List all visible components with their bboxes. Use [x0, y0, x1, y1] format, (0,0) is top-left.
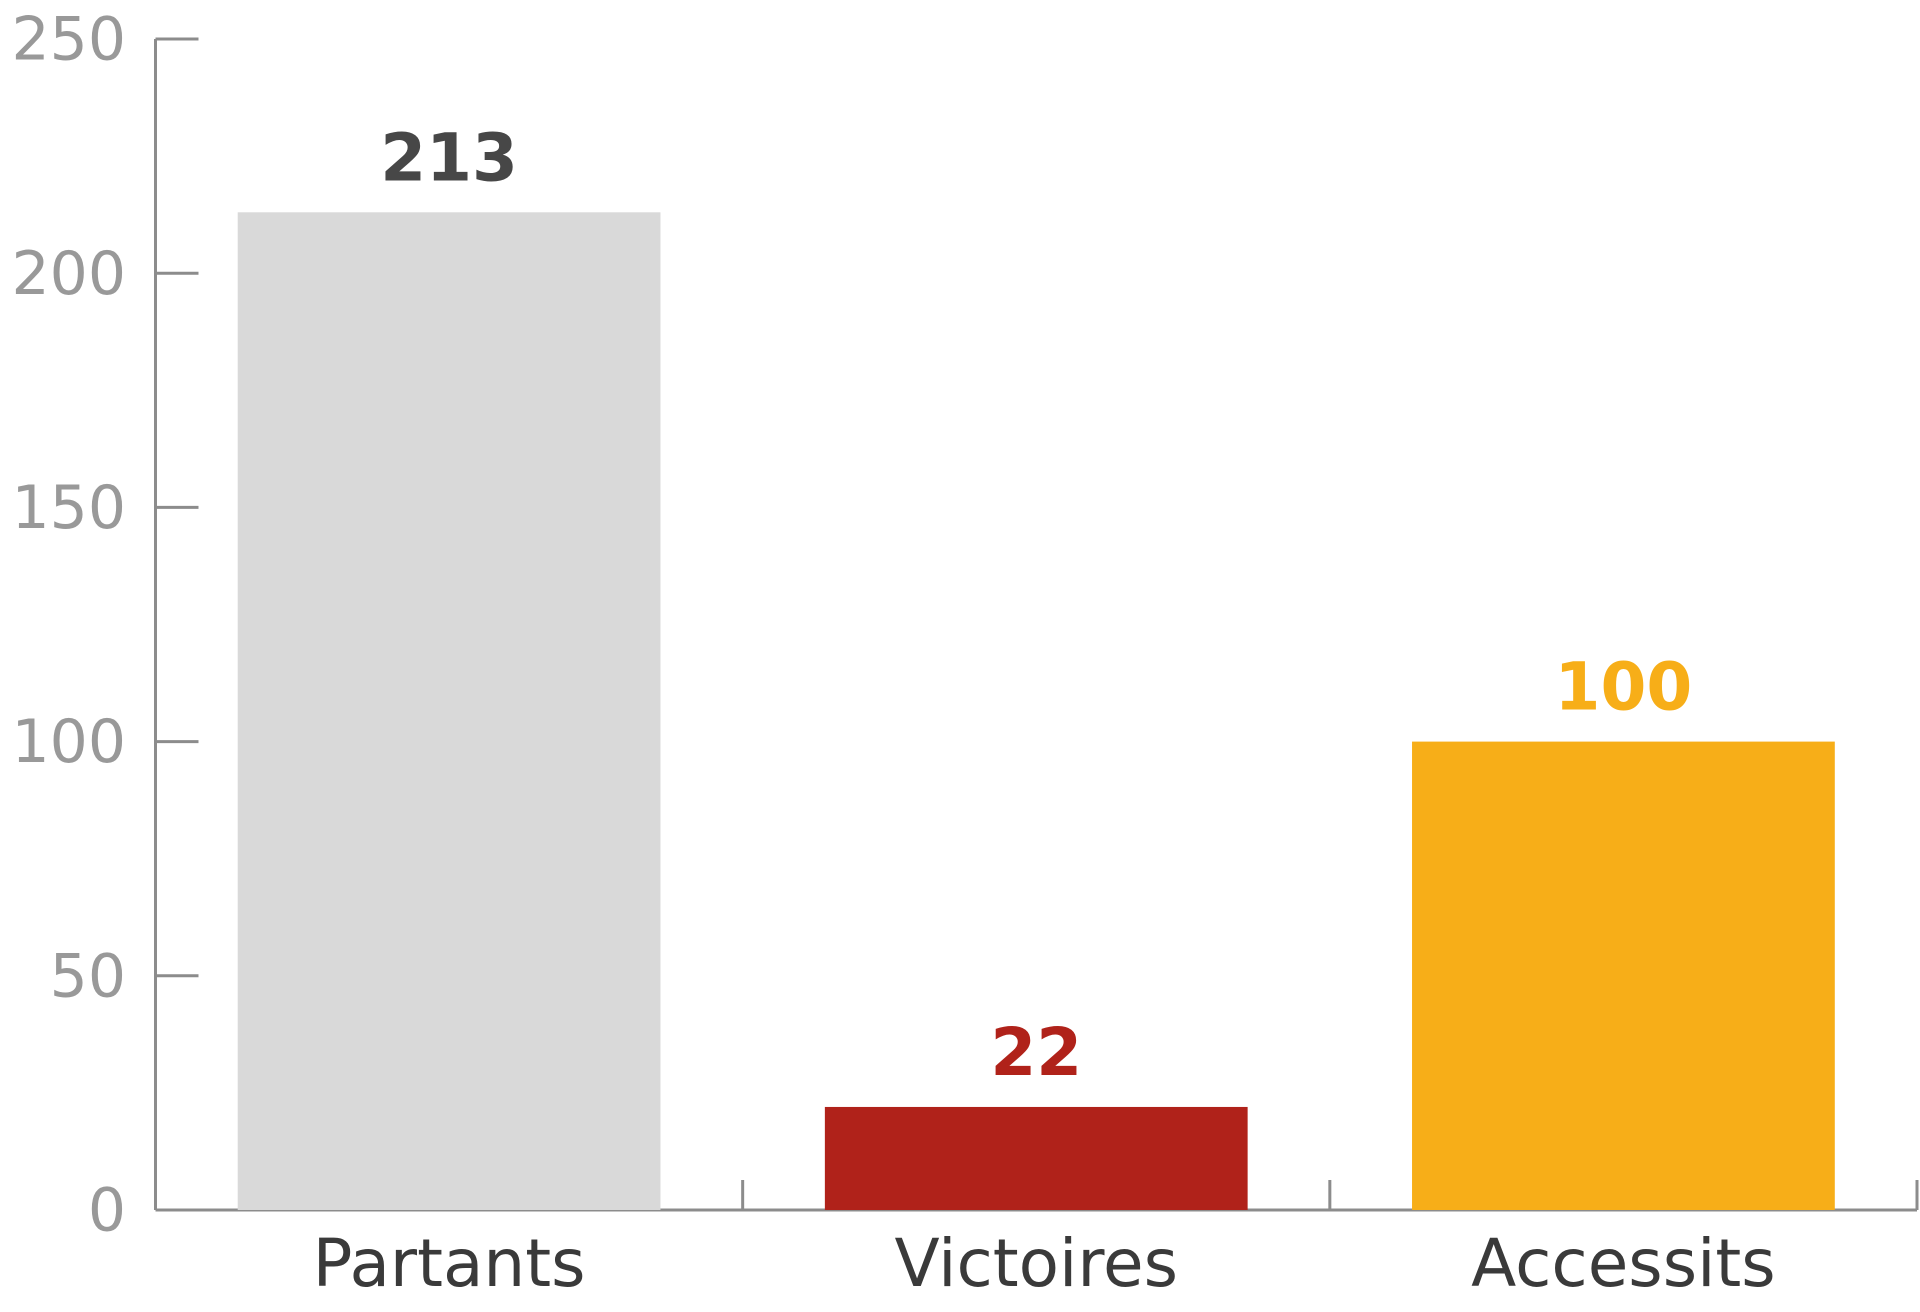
value-label: 100 [1555, 649, 1693, 726]
y-tick-label: 50 [50, 941, 126, 1011]
x-tick-label: Partants [313, 1225, 586, 1302]
y-tick-label: 0 [88, 1176, 126, 1246]
value-label: 22 [990, 1014, 1082, 1091]
y-tick-label: 100 [11, 707, 126, 777]
x-tick-label: Accessits [1471, 1225, 1776, 1302]
bar [824, 1106, 1248, 1210]
x-tick-label: Victoires [894, 1225, 1178, 1302]
bar [237, 212, 661, 1211]
y-tick-label: 250 [11, 5, 126, 75]
y-tick-label: 200 [11, 239, 126, 309]
value-label: 213 [380, 119, 518, 196]
bar [1412, 741, 1835, 1210]
y-tick-label: 150 [11, 473, 126, 543]
